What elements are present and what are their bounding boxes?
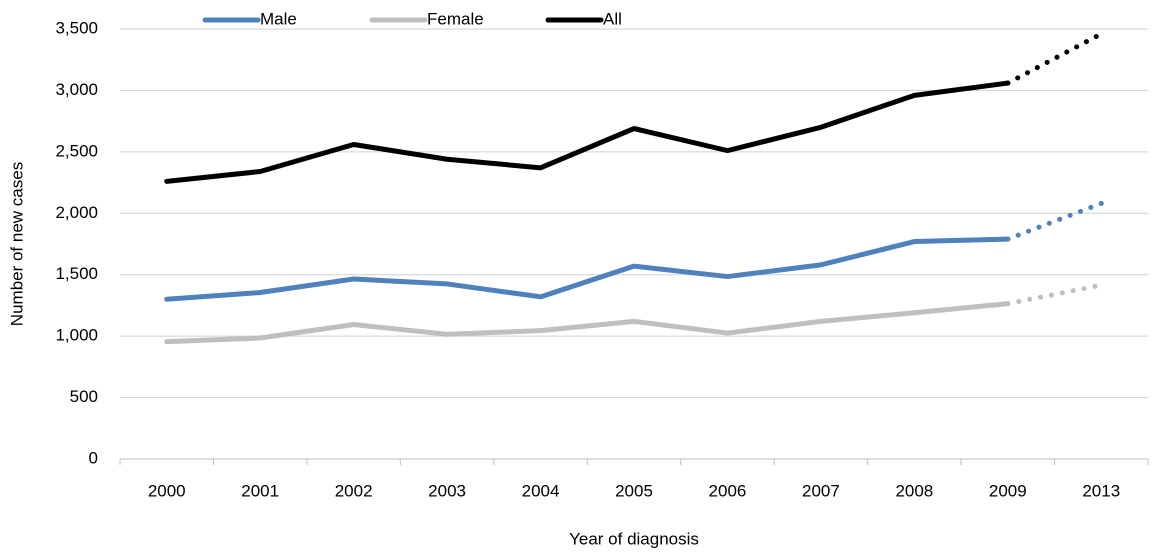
x-tick-label: 2009 — [989, 481, 1027, 500]
line — [164, 80, 1011, 184]
x-tick-label: 2003 — [428, 481, 466, 500]
y-tick-label: 1,500 — [55, 264, 98, 283]
x-tick-label: 2006 — [709, 481, 747, 500]
x-tick-label: 2000 — [148, 481, 186, 500]
x-tick-label: 2008 — [895, 481, 933, 500]
line — [164, 301, 1011, 345]
line — [164, 236, 1011, 302]
x-tick-label: 2001 — [241, 481, 279, 500]
x-tick-label: 2002 — [335, 481, 373, 500]
legend-label: Male — [260, 9, 297, 28]
x-tick-label: 2013 — [1082, 481, 1120, 500]
x-axis-label: Year of diagnosis — [569, 529, 699, 548]
y-tick-label: 3,000 — [55, 80, 98, 99]
y-axis-label: Number of new cases — [7, 162, 26, 326]
line-projection — [1005, 31, 1104, 86]
x-tick-label: 2005 — [615, 481, 653, 500]
line-projection — [1005, 200, 1104, 242]
y-tick-label: 1,000 — [55, 326, 98, 345]
y-tick-label: 2,000 — [55, 203, 98, 222]
y-tick-label: 500 — [70, 387, 98, 406]
y-tick-label: 0 — [89, 448, 98, 467]
x-tick-label: 2007 — [802, 481, 840, 500]
y-tick-label: 2,500 — [55, 141, 98, 160]
x-tick-label: 2004 — [522, 481, 560, 500]
line-projection — [1005, 282, 1104, 307]
legend-label: Female — [427, 9, 484, 28]
legend-label: All — [603, 9, 622, 28]
y-tick-label: 3,500 — [55, 18, 98, 37]
